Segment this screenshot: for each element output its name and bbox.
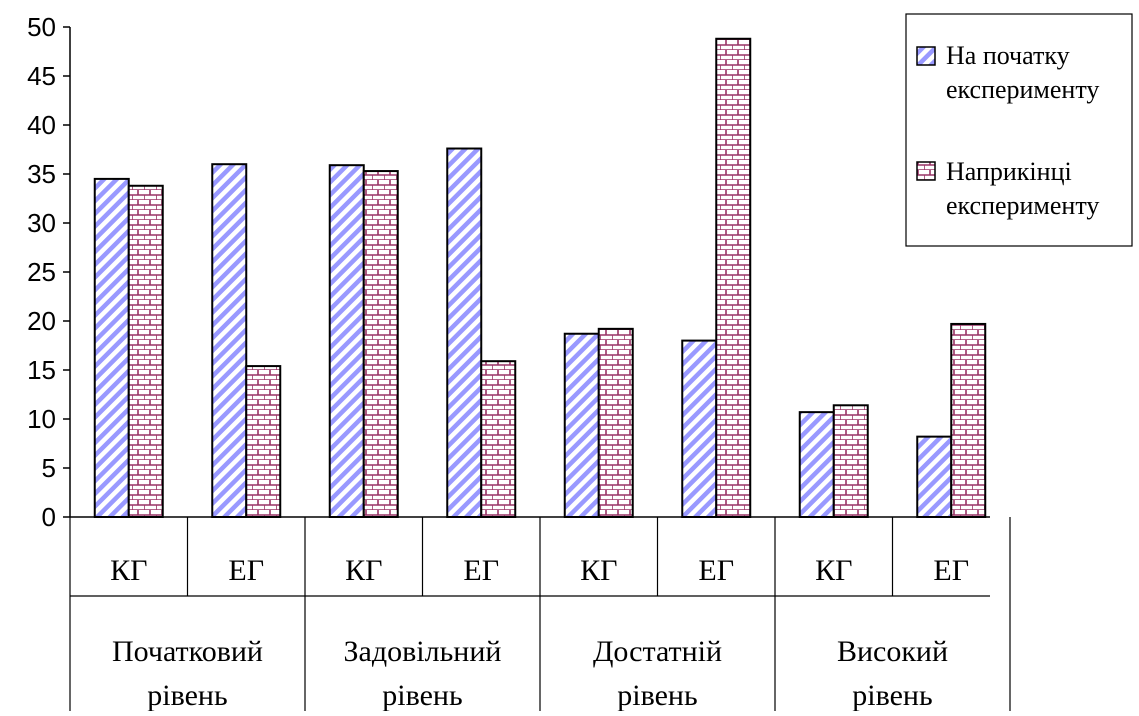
bar-series-2-item-5: [597, 327, 634, 518]
bar-series-1-item-5: [563, 332, 600, 518]
x-group-label-line-1: Задовільний: [344, 635, 502, 668]
y-tick-label: 5: [42, 453, 56, 483]
y-tick-label: 45: [27, 61, 56, 91]
bar-series-2-item-2: [245, 365, 282, 518]
bar-series-2-item-1: [127, 184, 164, 518]
x-category-label: КГ: [110, 554, 147, 587]
bar-series-2-item-3: [362, 170, 399, 518]
y-tick-label: 50: [27, 12, 56, 42]
legend-swatch-series-1: [916, 46, 936, 66]
x-category-label: ЕГ: [463, 554, 499, 587]
y-tick-label: 40: [27, 110, 56, 140]
y-tick-label: 0: [42, 502, 56, 532]
y-tick-label: 25: [27, 257, 56, 287]
bar-series-2-item-6: [715, 37, 752, 518]
bar-series-1-item-4: [446, 147, 483, 519]
x-category-label: КГ: [345, 554, 382, 587]
x-group-label-line-2: рівень: [382, 679, 462, 711]
x-group-label-line-2: рівень: [617, 679, 697, 711]
category-table-layer: КГ ЕГ КГ ЕГ КГ ЕГ КГ ЕГ Початковий рівень Задовіль…: [69, 517, 1011, 712]
x-category-label: КГ: [815, 554, 852, 587]
y-ticks-layer: 0 5 10 15 20 25 30 35 40 45 50: [27, 12, 70, 532]
x-group-label-line-2: рівень: [852, 679, 932, 711]
legend: На початку експерименту Наприкінці експе…: [905, 13, 1133, 247]
x-category-label: КГ: [580, 554, 617, 587]
y-tick-label: 30: [27, 208, 56, 238]
x-group-label-line-1: Високий: [837, 635, 948, 668]
bar-series-1-item-3: [328, 164, 365, 518]
legend-label-series-2-line-2: експерименту: [946, 191, 1099, 220]
y-tick-label: 20: [27, 306, 56, 336]
bar-series-1-item-7: [798, 411, 835, 519]
bars-layer: [93, 37, 987, 519]
legend-box: [905, 13, 1133, 247]
legend-swatch-series-2: [916, 161, 936, 181]
legend-label-series-2-line-1: Наприкінці: [946, 157, 1072, 186]
bar-series-1-item-6: [681, 339, 718, 518]
y-tick-label: 35: [27, 159, 56, 189]
y-tick-label: 10: [27, 404, 56, 434]
bar-series-1-item-8: [916, 435, 953, 519]
legend-label-series-1-line-2: експерименту: [946, 75, 1099, 104]
bar-series-2-item-8: [950, 322, 987, 518]
x-group-label-line-1: Початковий: [112, 635, 263, 668]
x-group-label-line-2: рівень: [147, 679, 227, 711]
bar-series-1-item-2: [211, 163, 248, 518]
x-group-label-line-1: Достатній: [593, 635, 722, 668]
x-category-label: ЕГ: [698, 554, 734, 587]
y-tick-label: 15: [27, 355, 56, 385]
legend-label-series-1-line-1: На початку: [946, 41, 1070, 70]
bar-series-2-item-4: [480, 360, 517, 518]
bar-series-2-item-7: [832, 404, 869, 518]
x-category-label: ЕГ: [933, 554, 969, 587]
bar-series-1-item-1: [93, 177, 130, 518]
x-category-label: ЕГ: [228, 554, 264, 587]
